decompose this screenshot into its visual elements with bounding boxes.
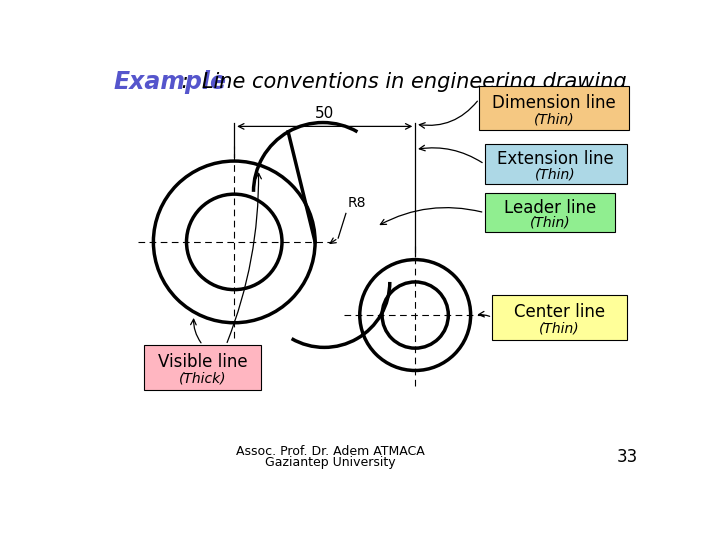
Text: Extension line: Extension line bbox=[498, 150, 614, 168]
Text: (Thin): (Thin) bbox=[539, 321, 580, 335]
FancyBboxPatch shape bbox=[144, 345, 261, 390]
Text: (Thin): (Thin) bbox=[530, 215, 570, 230]
Text: Visible line: Visible line bbox=[158, 353, 248, 371]
Text: Assoc. Prof. Dr. Adem ATMACA: Assoc. Prof. Dr. Adem ATMACA bbox=[236, 445, 425, 458]
Text: Dimension line: Dimension line bbox=[492, 93, 616, 112]
Text: Gaziantep University: Gaziantep University bbox=[265, 456, 396, 469]
Text: :  Line conventions in engineering drawing: : Line conventions in engineering drawin… bbox=[175, 72, 626, 92]
Text: 33: 33 bbox=[616, 449, 638, 467]
Text: (Thin): (Thin) bbox=[536, 167, 576, 181]
Text: Center line: Center line bbox=[514, 303, 605, 321]
Text: R8: R8 bbox=[348, 197, 366, 211]
Text: 50: 50 bbox=[315, 106, 334, 121]
FancyBboxPatch shape bbox=[485, 144, 627, 184]
FancyBboxPatch shape bbox=[479, 85, 629, 130]
FancyBboxPatch shape bbox=[492, 295, 627, 340]
FancyBboxPatch shape bbox=[485, 193, 616, 232]
Text: Leader line: Leader line bbox=[504, 199, 596, 217]
Text: (Thin): (Thin) bbox=[534, 112, 575, 126]
Text: (Thick): (Thick) bbox=[179, 372, 226, 386]
Text: Example: Example bbox=[113, 70, 226, 94]
